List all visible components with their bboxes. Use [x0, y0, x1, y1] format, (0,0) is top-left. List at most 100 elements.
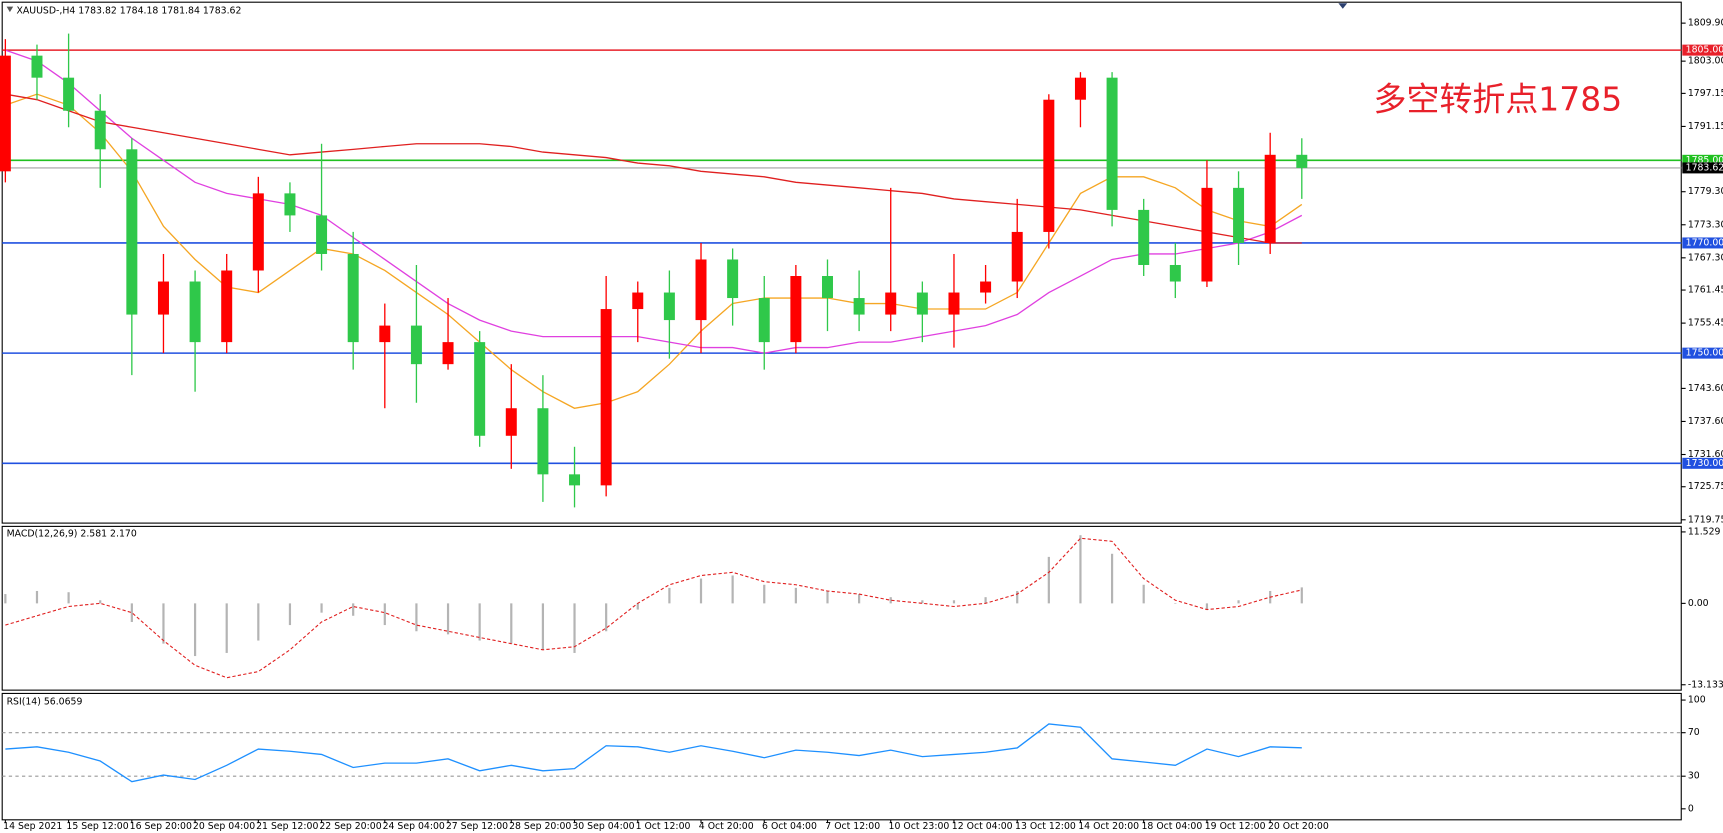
- candle-body: [252, 193, 264, 271]
- y-tick-label: 1791.15: [1688, 121, 1723, 132]
- y-tick-label: 1809.90: [1688, 18, 1723, 29]
- candle-body: [695, 259, 707, 321]
- candle-body: [442, 342, 454, 365]
- candle-body: [663, 292, 675, 321]
- candle-body: [632, 292, 644, 310]
- macd-bar: [35, 590, 39, 604]
- x-tick-label: 30 Sep 04:00: [572, 821, 634, 832]
- y-tick-label: 1731.60: [1688, 449, 1723, 460]
- x-tick-label: 20 Sep 04:00: [193, 821, 255, 832]
- candle-body: [505, 408, 517, 436]
- y-tick-label: 1719.75: [1688, 514, 1723, 525]
- candle-body: [221, 270, 233, 343]
- y-tick-label: 100: [1688, 695, 1706, 706]
- macd-title: MACD(12,26,9) 2.581 2.170: [7, 529, 137, 540]
- x-tick-label: 13 Oct 12:00: [1015, 821, 1076, 832]
- moving-average: [5, 93, 1302, 244]
- y-tick-label: 1725.75: [1688, 481, 1723, 492]
- x-tick-label: 1 Oct 12:00: [636, 821, 691, 832]
- macd-bar: [193, 603, 197, 657]
- macd-bar: [699, 578, 703, 604]
- macd-bar: [921, 600, 924, 604]
- macd-bar: [1174, 603, 1177, 604]
- macd-bar: [1110, 553, 1114, 604]
- y-tick-label: 1797.15: [1688, 88, 1723, 99]
- macd-bar: [763, 584, 766, 604]
- level-tag: [1682, 154, 1723, 166]
- y-tick-label: 11.529: [1688, 526, 1721, 537]
- candle-body: [853, 298, 865, 315]
- candle-body: [126, 149, 138, 315]
- candle-body: [916, 292, 928, 315]
- y-tick-label: 1755.45: [1688, 318, 1723, 329]
- macd-panel-frame: [1, 525, 1682, 691]
- candle-body: [347, 253, 359, 343]
- macd-bar: [1016, 590, 1019, 604]
- macd-bar: [257, 603, 260, 641]
- shift-marker: [1338, 3, 1348, 9]
- candle-body: [1264, 154, 1276, 243]
- candle-body: [1138, 209, 1150, 265]
- symbol-icon: [6, 6, 14, 13]
- candle-body: [284, 193, 296, 216]
- candle-body: [474, 342, 486, 436]
- candle-body: [790, 276, 802, 343]
- candle-body: [1074, 77, 1086, 100]
- macd-bar: [731, 575, 734, 604]
- candle-body: [758, 298, 770, 343]
- macd-bar: [225, 603, 228, 653]
- y-tick-label: 0: [1688, 803, 1694, 814]
- level-tag: [1682, 457, 1723, 469]
- annotation: 多空转折点1785: [1374, 80, 1623, 119]
- y-tick-label: 1761.45: [1688, 285, 1723, 296]
- macd-bar: [99, 600, 102, 604]
- candle-body: [1201, 187, 1213, 282]
- level-label: 1770.00: [1686, 237, 1723, 248]
- candle-body: [569, 474, 581, 486]
- y-tick-label: 30: [1688, 771, 1700, 782]
- macd-bar: [162, 603, 165, 644]
- x-tick-label: 19 Oct 12:00: [1205, 821, 1266, 832]
- x-tick-label: 22 Sep 20:00: [319, 821, 381, 832]
- x-tick-label: 7 Oct 12:00: [825, 821, 880, 832]
- candle-body: [1106, 77, 1118, 210]
- macd-bar: [383, 603, 386, 626]
- candle-body: [1296, 154, 1308, 168]
- macd-bar: [889, 597, 892, 604]
- candle-body: [63, 77, 75, 111]
- x-tick-label: 28 Sep 20:00: [509, 821, 571, 832]
- level-label: 1750.00: [1686, 348, 1723, 359]
- level-tag: [1682, 347, 1723, 359]
- candle-body: [410, 325, 422, 365]
- macd-bar: [573, 603, 576, 653]
- x-tick-label: 6 Oct 04:00: [762, 821, 817, 832]
- macd-bar: [541, 603, 545, 650]
- macd-bar: [984, 597, 987, 604]
- macd-bar: [1142, 584, 1145, 604]
- macd-bar: [352, 603, 355, 616]
- candle-body: [189, 281, 201, 343]
- level-tag: [1682, 237, 1723, 249]
- level-tag: [1682, 44, 1723, 56]
- macd-bar: [130, 603, 133, 622]
- macd-bar: [415, 603, 418, 632]
- macd-bar: [605, 603, 608, 632]
- macd-bar: [1079, 535, 1082, 604]
- candle-body: [31, 55, 43, 78]
- x-tick-label: 14 Oct 20:00: [1078, 821, 1139, 832]
- candle-body: [948, 292, 960, 315]
- signal-line: [5, 537, 1302, 679]
- macd-bar: [636, 603, 639, 610]
- candle-body: [1011, 231, 1023, 282]
- level-label: 1730.00: [1686, 458, 1723, 469]
- macd-bar: [858, 594, 861, 604]
- macd-bar: [1047, 556, 1050, 604]
- candle-body: [379, 325, 391, 343]
- y-tick-label: -13.133: [1688, 679, 1723, 690]
- macd-bar: [1237, 600, 1240, 604]
- macd-bar: [67, 592, 70, 604]
- rsi-line: [5, 723, 1302, 783]
- macd-bar: [446, 603, 450, 635]
